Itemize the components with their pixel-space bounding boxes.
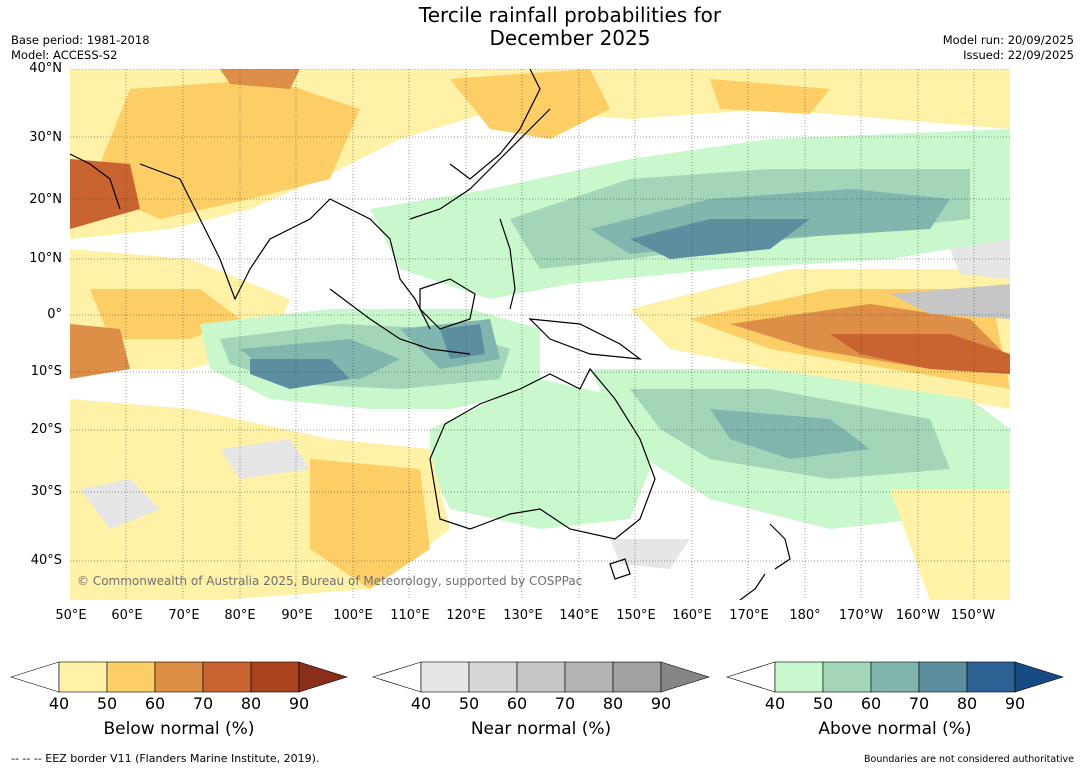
cb-below-label: 70: [192, 694, 214, 713]
lon-tick-90e: 90°E: [281, 608, 313, 623]
lon-tick-160e: 160°E: [672, 608, 712, 623]
cb-above-swatch: [1014, 661, 1065, 693]
cb-above-label: 70: [908, 694, 930, 713]
lat-tick-0: 0°: [47, 307, 62, 322]
cb-above-label: 50: [812, 694, 834, 713]
lon-tick-130e: 130°E: [503, 608, 543, 623]
cb-below-swatch: [202, 661, 252, 693]
cb-above-swatch: [918, 661, 968, 693]
meta-right: Model run: 20/09/2025 Issued: 22/09/2025: [943, 33, 1074, 63]
lon-tick-140e: 140°E: [559, 608, 599, 623]
probability-field: [70, 69, 1010, 600]
lon-tick-150w: 150°W: [950, 608, 996, 623]
copyright-notice: © Commonwealth of Australia 2025, Bureau…: [77, 574, 583, 588]
cb-above-swatch: [774, 661, 824, 693]
base-period: Base period: 1981-2018: [11, 33, 150, 47]
colorbar-strip: [0, 660, 1085, 695]
cb-near-swatch: [516, 661, 566, 693]
cb-below-swatch: [250, 661, 300, 693]
lon-tick-170w: 170°W: [838, 608, 884, 623]
cb-near-label: 70: [554, 694, 576, 713]
model-run: Model run: 20/09/2025: [942, 33, 1074, 47]
lon-tick-160w: 160°W: [895, 608, 941, 623]
cb-near-swatch: [660, 661, 711, 693]
colorbar-below-normal: [9, 661, 349, 693]
cb-near-label: 50: [458, 694, 480, 713]
coastlines: [70, 69, 791, 600]
colorbar-near-normal: [371, 661, 711, 693]
cb-below-swatch: [106, 661, 156, 693]
issued-date: Issued: 22/09/2025: [963, 48, 1074, 62]
lat-tick-10n: 10°N: [29, 251, 62, 266]
cb-below-swatch: [58, 661, 108, 693]
lon-tick-120e: 120°E: [446, 608, 486, 623]
cb-above-label: 60: [860, 694, 882, 713]
lat-tick-30n: 30°N: [29, 130, 62, 145]
cb-above-label: 90: [1004, 694, 1026, 713]
rainfall-map: [70, 69, 1010, 600]
cb-near-swatch: [564, 661, 614, 693]
lon-tick-100e: 100°E: [333, 608, 373, 623]
cb-below-label: 50: [96, 694, 118, 713]
map-title: Tercile rainfall probabilities for Decem…: [0, 4, 1085, 50]
cb-above-label: 80: [956, 694, 978, 713]
lon-tick-170e: 170°E: [729, 608, 769, 623]
cb-below-swatch: [154, 661, 204, 693]
cb-below-label: 80: [240, 694, 262, 713]
colorbar-svg: [9, 661, 1065, 693]
meta-left: Base period: 1981-2018 Model: ACCESS-S2: [11, 33, 150, 63]
cb-near-label: 60: [506, 694, 528, 713]
lon-tick-110e: 110°E: [390, 608, 430, 623]
lon-tick-60e: 60°E: [111, 608, 143, 623]
lon-tick-150e: 150°E: [616, 608, 656, 623]
cb-near-label: 90: [650, 694, 672, 713]
lon-tick-80e: 80°E: [224, 608, 256, 623]
cb-near-title: Near normal (%): [470, 719, 612, 739]
lat-tick-20s: 20°S: [30, 422, 62, 437]
cb-below-label: 60: [144, 694, 166, 713]
lat-tick-40n: 40°N: [29, 61, 62, 76]
cb-below-label: 90: [288, 694, 310, 713]
lon-tick-50e: 50°E: [55, 608, 87, 623]
lat-tick-20n: 20°N: [29, 192, 62, 207]
cb-below-swatch: [298, 661, 349, 693]
model-name: Model: ACCESS-S2: [11, 48, 118, 62]
cb-above-label: 40: [764, 694, 786, 713]
cb-above-swatch: [870, 661, 920, 693]
eez-border-note: -- -- -- EEZ border V11 (Flanders Marine…: [11, 752, 320, 765]
colorbar-above-normal: [725, 661, 1065, 693]
cb-below-title: Below normal (%): [103, 719, 255, 739]
cb-near-label: 40: [410, 694, 432, 713]
lon-tick-70e: 70°E: [168, 608, 200, 623]
cb-near-swatch: [468, 661, 518, 693]
boundaries-disclaimer: Boundaries are not considered authoritat…: [864, 754, 1074, 765]
cb-above-swatch: [822, 661, 872, 693]
graticule: [70, 69, 1010, 600]
cb-near-label: 80: [602, 694, 624, 713]
cb-above-swatch: [966, 661, 1016, 693]
title-line-2: December 2025: [489, 26, 651, 50]
cb-near-swatch: [612, 661, 662, 693]
lat-tick-30s: 30°S: [30, 484, 62, 499]
lon-tick-180: 180°: [789, 608, 821, 623]
cb-below-label: 40: [48, 694, 70, 713]
title-line-1: Tercile rainfall probabilities for: [418, 3, 722, 27]
lat-tick-10s: 10°S: [30, 364, 62, 379]
map-canvas: [70, 69, 1010, 600]
lat-tick-40s: 40°S: [30, 553, 62, 568]
cb-above-title: Above normal (%): [818, 719, 972, 739]
cb-near-swatch: [420, 661, 470, 693]
